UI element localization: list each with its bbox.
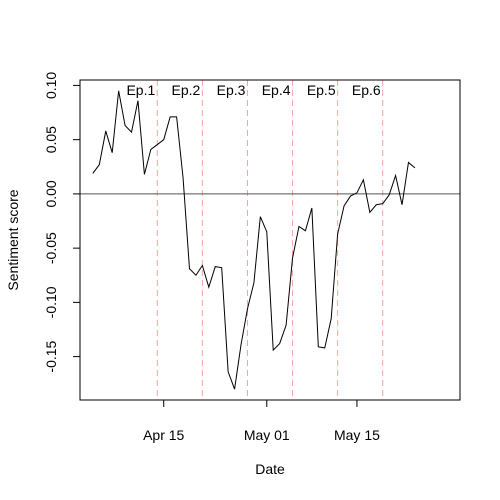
y-tick-label: 0.00 — [43, 180, 59, 207]
episode-label: Ep.3 — [217, 82, 246, 98]
x-tick-label: May 15 — [334, 427, 380, 443]
episode-label: Ep.4 — [262, 82, 291, 98]
y-tick-label: -0.10 — [43, 286, 59, 318]
x-tick-label: Apr 15 — [143, 427, 184, 443]
x-tick-label: May 01 — [244, 427, 290, 443]
y-axis: -0.15 -0.10 -0.05 0.00 0.05 0.10 — [43, 72, 81, 373]
episode-label: Ep.6 — [352, 82, 381, 98]
x-axis: Apr 15 May 01 May 15 — [143, 399, 380, 443]
episode-label: Ep.5 — [307, 82, 336, 98]
episode-label: Ep.1 — [126, 82, 155, 98]
y-tick-label: -0.05 — [43, 232, 59, 264]
y-tick-label: 0.10 — [43, 72, 59, 99]
episode-label: Ep.2 — [172, 82, 201, 98]
y-tick-label: 0.05 — [43, 126, 59, 153]
x-axis-title: Date — [255, 461, 285, 477]
y-axis-title: Sentiment score — [5, 189, 21, 290]
sentiment-series-line — [92, 90, 416, 390]
y-tick-label: -0.15 — [43, 340, 59, 372]
